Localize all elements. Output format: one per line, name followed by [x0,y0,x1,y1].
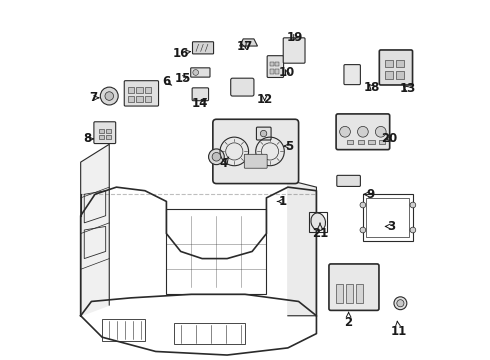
Text: 17: 17 [237,40,253,53]
Text: 14: 14 [192,97,209,110]
Text: 21: 21 [312,223,328,240]
Circle shape [340,126,350,137]
FancyBboxPatch shape [256,127,271,140]
Circle shape [360,227,366,233]
Circle shape [375,126,386,137]
FancyBboxPatch shape [245,154,267,168]
FancyBboxPatch shape [192,88,209,101]
Ellipse shape [311,213,325,231]
Text: 5: 5 [284,140,294,153]
FancyBboxPatch shape [379,50,413,85]
Circle shape [410,227,416,233]
FancyBboxPatch shape [193,42,214,54]
Circle shape [360,202,366,208]
Bar [346,284,353,303]
Bar [99,135,103,139]
Circle shape [358,126,368,137]
Circle shape [394,297,407,310]
Circle shape [410,202,416,208]
Circle shape [397,300,404,307]
Bar [385,60,393,67]
FancyBboxPatch shape [344,64,360,85]
FancyBboxPatch shape [336,114,390,150]
Text: 7: 7 [89,91,99,104]
Bar [106,135,111,139]
Text: 3: 3 [386,220,395,233]
Text: 11: 11 [391,321,407,338]
Circle shape [209,149,224,165]
Bar [128,87,134,93]
Bar [396,60,404,67]
FancyBboxPatch shape [191,68,210,77]
FancyBboxPatch shape [337,175,360,186]
Circle shape [212,153,220,161]
FancyBboxPatch shape [124,81,159,106]
Circle shape [260,130,267,137]
FancyBboxPatch shape [94,122,116,144]
Bar [368,140,375,144]
Bar [347,140,353,144]
FancyBboxPatch shape [283,38,305,63]
Bar [385,71,393,79]
Polygon shape [81,144,109,316]
FancyBboxPatch shape [329,264,379,310]
Polygon shape [240,39,258,46]
Bar [270,69,273,73]
Bar [270,62,273,66]
Text: 19: 19 [287,31,303,44]
Bar [275,62,279,66]
Bar [358,140,364,144]
Bar [145,96,151,102]
FancyBboxPatch shape [213,119,298,184]
Circle shape [105,92,114,100]
Bar [99,129,103,133]
Text: 12: 12 [257,93,273,106]
Bar [106,129,111,133]
Text: 6: 6 [162,75,171,88]
Bar [128,96,134,102]
Text: 13: 13 [399,82,416,95]
Text: 2: 2 [344,312,353,329]
Text: 8: 8 [84,132,94,145]
Text: 20: 20 [382,132,398,145]
FancyBboxPatch shape [267,56,284,77]
Bar [379,140,386,144]
Text: 15: 15 [174,72,191,85]
Bar [396,71,404,79]
Bar [145,87,151,93]
Bar [136,96,143,102]
Text: 18: 18 [364,81,380,94]
FancyBboxPatch shape [231,78,254,96]
Bar [336,284,343,303]
Bar [136,87,143,93]
Text: 10: 10 [279,66,295,79]
Text: 1: 1 [277,195,287,208]
Text: 4: 4 [220,157,229,170]
Bar [275,69,279,73]
Bar [356,284,363,303]
Circle shape [100,87,118,105]
Text: 16: 16 [172,47,191,60]
Text: 9: 9 [364,188,374,201]
Polygon shape [288,180,317,316]
Circle shape [193,69,198,75]
